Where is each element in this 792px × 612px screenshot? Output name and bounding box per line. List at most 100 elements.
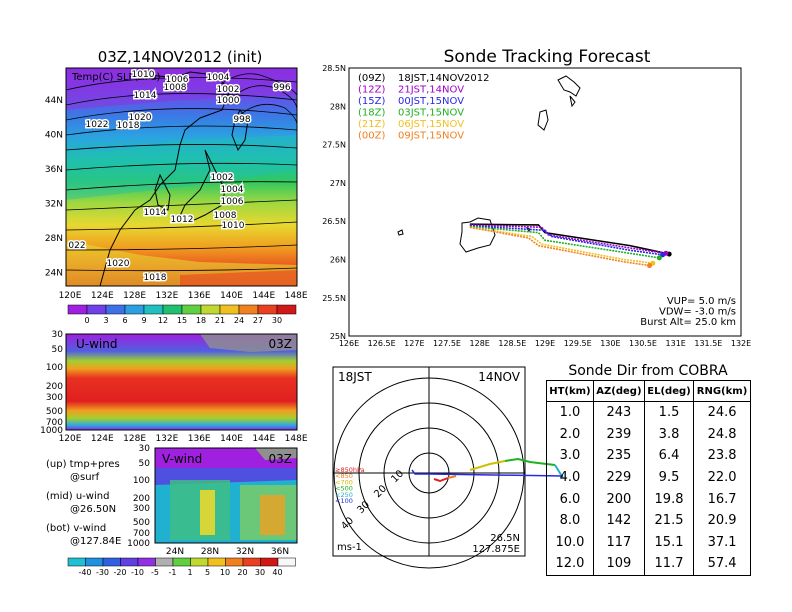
colorbar-label: 24 [234,316,244,325]
polar-date: 14NOV [478,370,520,384]
colorbar-label: 5 [205,568,210,577]
lon-tick-label: 128.5E [498,339,526,348]
table-cell: 16.7 [693,488,751,510]
lon-tick-label: 130E [600,339,620,348]
colorbar-label: 3 [103,316,108,325]
colorbar-swatch [260,557,279,567]
isobar-label: 1020 [107,259,130,269]
lat-tick-label: 32N [236,547,254,557]
legend-line: (mid) u-wind [46,491,109,502]
lon-tick-label: 136E [188,291,211,301]
colorbar-label: 40 [272,568,282,577]
lon-tick-label: 148E [285,291,308,301]
colorbar-label: 12 [158,316,168,325]
u-wind-xticks: 120E 124E 128E 132E 136E 140E 144E 148E [59,434,308,444]
table-cell: 6.4 [643,445,695,467]
table-cell: 1.0 [546,401,594,424]
table-row: 10.0 117 15.1 37.1 [546,531,751,554]
colorbar-label: 15 [177,316,187,325]
lon-tick-label: 127.5E [433,339,461,348]
lon-tick-label: 144E [252,434,275,444]
colorbar-swatch [102,557,121,567]
tracking-lat-ticks: 28.5N 28N 27.5N 27N 26.5N 26N 25.5N 25N [322,64,346,341]
table-cell: 24.6 [693,401,751,424]
tracking-param: Burst Alt= 25.0 km [640,317,736,328]
tracking-param: VDW= -3.0 m/s [659,307,736,318]
temp-map: Temp(C) SLP(hPa) [66,68,297,286]
cobra-table: HT(km) AZ(deg) EL(deg) RNG(km) 1.0 243 1.5… [546,380,751,576]
table-cell: 23.8 [693,445,751,467]
lat-tick-label: 24N [45,269,63,279]
sonde-tracks [469,223,672,269]
table-cell: 142 [592,509,645,532]
polar-unit: ms-1 [337,542,362,553]
colorbar-label: -5 [151,568,159,577]
lat-tick-label: 26.5N [322,217,346,226]
table-cell: 20.9 [693,509,751,532]
launch-label: (21Z) [358,119,385,130]
colorbar-label: 0 [84,316,89,325]
map-inset-label: Temp(C) SLP(hPa) [71,72,161,83]
legend-line: (up) tmp+pres [46,459,120,470]
pressure-tick-label: 1000 [127,539,150,549]
table-cell: 15.1 [643,531,695,554]
isobar-label: 1012 [171,215,194,225]
isobar-label: 1014 [134,91,157,101]
colorbar-swatch [190,557,209,567]
isobar-label: 1000 [217,96,240,106]
polar-time: 18JST [338,370,372,384]
colorbar-label: 21 [215,316,225,325]
table-cell: 117 [592,531,645,554]
lat-tick-label: 28N [201,547,219,557]
table-cell: 8.0 [546,509,594,532]
sonde-landing-point [660,252,666,258]
lat-tick-label: 25.5N [322,294,346,303]
pressure-tick-label: 100 [46,363,63,373]
colorbar-swatch [200,304,221,315]
colorbar-swatch [181,304,202,315]
launch-label: (00Z) [358,131,385,142]
isobar-label: 1002 [211,173,234,183]
lat-tick-label: 26N [330,256,346,265]
temp-map-lat-ticks: 44N 40N 36N 32N 28N 24N [45,96,63,279]
isobar-label: 1010 [132,70,155,80]
polar-legend-item: <250 [335,491,353,499]
isobar-label: 1020 [129,113,152,123]
pressure-tick-label: 100 [133,476,150,486]
lon-tick-label: 136E [188,434,211,444]
col-el: EL(deg) [643,380,695,402]
table-cell: 19.8 [643,488,695,510]
isobar-label: 1006 [166,75,189,85]
lat-tick-label: 27.5N [322,141,346,150]
colorbar-swatch [277,557,296,567]
lon-tick-label: 132E [155,434,178,444]
colorbar-swatch [105,304,126,315]
u-wind-time: 03Z [269,337,293,351]
lat-tick-label: 27N [330,179,346,188]
polar-lat: 26.5N [490,533,520,544]
sonde-track-line [469,224,666,255]
table-cell: 4.0 [546,466,594,489]
col-rng: RNG(km) [693,380,751,402]
table-cell: 22.0 [693,466,751,489]
table-row: 2.0 239 3.8 24.8 [546,423,751,446]
colorbar-swatch [242,557,261,567]
colorbar-label: 20 [237,568,247,577]
table-row: 6.0 200 19.8 16.7 [546,488,751,510]
lon-tick-label: 128E [470,339,490,348]
table-cell: 109 [592,553,645,576]
pressure-tick-label: 30 [52,330,64,340]
colorbar-swatch [238,304,259,315]
v-wind-xticks: 24N 28N 32N 36N [166,547,289,557]
temp-map-frame [65,67,298,287]
lon-tick-label: 124E [91,291,114,301]
launch-time: 21JST,14NOV [398,85,464,96]
table-row: 8.0 142 21.5 20.9 [546,509,751,532]
polar-legend-item: <100 [335,497,353,505]
sonde-landing-point [647,263,653,269]
v-wind-panel [154,447,298,544]
